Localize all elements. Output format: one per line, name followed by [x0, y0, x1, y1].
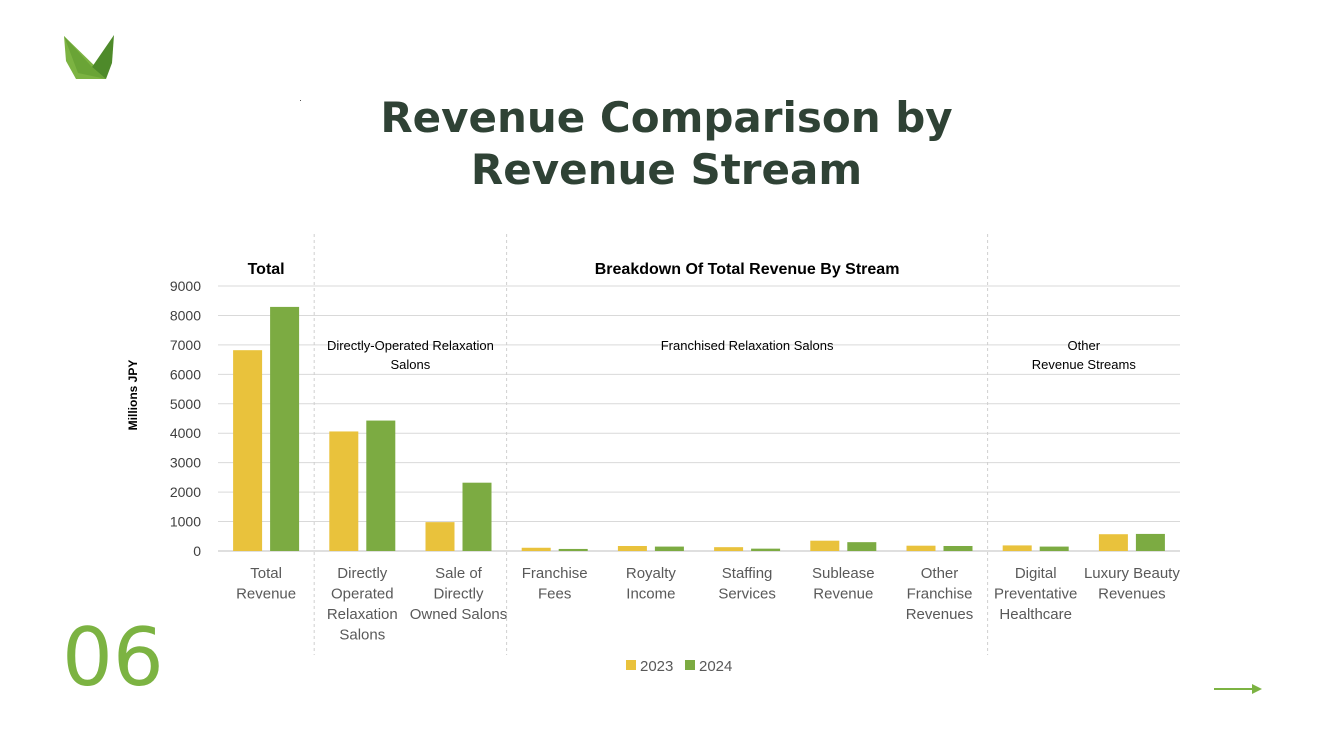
legend-label-2024: 2024 — [699, 658, 732, 675]
brand-logo — [64, 35, 114, 79]
x-tick-label: Directly — [337, 565, 388, 582]
x-tick-label: Revenue — [236, 586, 296, 603]
title-line-1: Revenue Comparison by — [380, 93, 953, 142]
x-tick-label: Relaxation — [327, 606, 398, 623]
bar-2023-7 — [906, 545, 936, 551]
y-tick-label: 3000 — [170, 455, 201, 471]
bar-2023-6 — [810, 540, 840, 551]
bar-2023-8 — [1002, 545, 1032, 551]
bar-2024-1 — [366, 420, 396, 551]
x-tick-label: Fees — [538, 586, 571, 603]
section-header: Total — [248, 261, 285, 278]
group-label: Other — [1068, 338, 1101, 353]
y-tick-label: 6000 — [170, 366, 201, 382]
bar-2023-4 — [617, 545, 647, 551]
bar-2024-5 — [751, 548, 781, 551]
y-tick-label: 0 — [193, 543, 201, 559]
bar-2023-0 — [233, 350, 263, 551]
bar-2024-4 — [654, 546, 684, 551]
group-label: Revenue Streams — [1032, 357, 1137, 372]
x-tick-label: Directly — [433, 586, 484, 603]
bar-2024-3 — [558, 548, 588, 551]
x-tick-label: Royalty — [626, 565, 677, 582]
bar-2024-8 — [1039, 546, 1069, 551]
legend-label-2023: 2023 — [640, 658, 673, 675]
group-label: Salons — [391, 357, 431, 372]
bar-2023-3 — [521, 547, 551, 551]
bar-2024-6 — [847, 542, 877, 551]
x-tick-label: Income — [626, 586, 675, 603]
page-number: 06 — [62, 611, 164, 704]
y-tick-label: 2000 — [170, 484, 201, 500]
bar-2023-5 — [714, 547, 744, 551]
bar-2023-9 — [1098, 534, 1128, 551]
bar-2024-7 — [943, 545, 973, 551]
x-tick-label: Salons — [339, 627, 385, 644]
legend-swatch-2023 — [626, 660, 636, 670]
y-tick-label: 9000 — [170, 278, 201, 294]
y-tick-label: 4000 — [170, 425, 201, 441]
legend-swatch-2024 — [685, 660, 695, 670]
page-title: Revenue Comparison by Revenue Stream — [0, 92, 1333, 196]
x-tick-label: Franchise — [522, 565, 588, 582]
x-tick-label: Owned Salons — [410, 606, 508, 623]
section-header: Breakdown Of Total Revenue By Stream — [595, 261, 900, 278]
x-tick-label: Total — [250, 565, 282, 582]
bar-2024-2 — [462, 482, 492, 551]
x-tick-label: Revenues — [1098, 586, 1166, 603]
x-tick-label: Healthcare — [999, 606, 1072, 623]
bar-2023-1 — [329, 431, 359, 551]
stray-dot — [300, 100, 301, 101]
y-axis-label: Millions JPY — [126, 360, 140, 431]
x-tick-label: Revenues — [906, 606, 974, 623]
x-tick-label: Sublease — [812, 565, 875, 582]
x-tick-label: Luxury Beauty — [1084, 565, 1180, 582]
x-tick-label: Revenue — [813, 586, 873, 603]
x-tick-label: Other — [921, 565, 959, 582]
group-label: Franchised Relaxation Salons — [661, 338, 834, 353]
y-tick-label: 7000 — [170, 337, 201, 353]
bar-2023-2 — [425, 522, 455, 551]
x-tick-label: Franchise — [907, 586, 973, 603]
x-tick-label: Digital — [1015, 565, 1057, 582]
x-tick-label: Operated — [331, 586, 394, 603]
y-tick-label: 8000 — [170, 307, 201, 323]
group-label: Directly-Operated Relaxation — [327, 338, 494, 353]
y-tick-label: 1000 — [170, 514, 201, 530]
y-tick-label: 5000 — [170, 396, 201, 412]
bar-2024-9 — [1135, 533, 1165, 551]
bar-2024-0 — [270, 306, 300, 551]
x-tick-label: Staffing — [722, 565, 773, 582]
x-tick-label: Preventative — [994, 586, 1077, 603]
x-tick-label: Sale of — [435, 565, 483, 582]
next-arrow-icon[interactable] — [1214, 683, 1262, 695]
title-line-2: Revenue Stream — [470, 145, 863, 194]
x-tick-label: Services — [718, 586, 776, 603]
